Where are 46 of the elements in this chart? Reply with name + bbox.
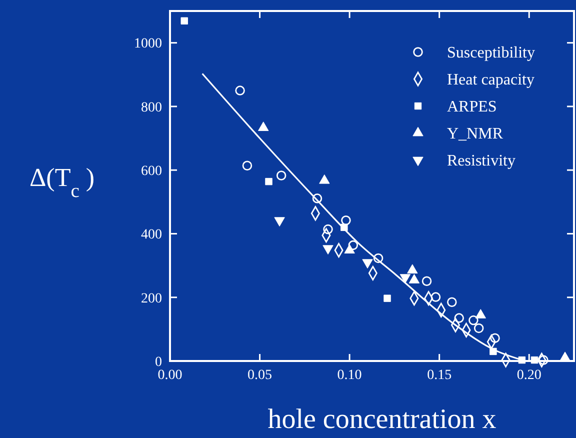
y-axis-title: Δ(T$_{c}$ ) xyxy=(29,163,95,202)
legend-label: Heat capacity xyxy=(447,72,534,89)
point xyxy=(341,215,351,226)
point xyxy=(235,86,245,96)
y-tick-label: 800 xyxy=(141,100,162,116)
point xyxy=(312,194,322,204)
point xyxy=(322,245,334,254)
legend-label: Y_NMR xyxy=(447,126,504,143)
point xyxy=(407,264,418,274)
x-axis-title: hole concentration x xyxy=(268,404,496,435)
y-tick-label: 200 xyxy=(141,291,162,306)
point xyxy=(265,178,272,186)
x-tick-label: 0.00 xyxy=(158,368,182,383)
point xyxy=(538,355,548,365)
point xyxy=(430,292,441,302)
y-tick-label: 400 xyxy=(141,228,162,243)
point xyxy=(474,323,484,334)
legend-label: Resistivity xyxy=(447,152,516,170)
legend-label: Susceptibility xyxy=(447,44,535,62)
point xyxy=(447,297,457,308)
y-tick-label: 600 xyxy=(141,164,162,179)
point xyxy=(373,253,384,264)
x-tick-label: 0.10 xyxy=(337,368,362,383)
y-tick-label: 1000 xyxy=(134,36,162,52)
point xyxy=(400,274,411,284)
x-tick-label: 0.05 xyxy=(248,368,272,383)
legend-label: ARPES xyxy=(447,98,497,116)
point xyxy=(384,294,391,302)
point xyxy=(362,259,373,268)
point xyxy=(468,315,478,326)
point xyxy=(475,309,486,318)
point xyxy=(454,313,464,323)
point xyxy=(274,217,285,226)
point xyxy=(422,276,432,286)
point xyxy=(180,17,188,24)
y-tick-label: 0 xyxy=(155,354,162,370)
point xyxy=(242,160,252,171)
point xyxy=(348,240,358,250)
point xyxy=(323,224,333,234)
point xyxy=(276,170,286,180)
x-tick-label: 0.15 xyxy=(427,368,452,383)
point xyxy=(490,333,500,343)
point xyxy=(530,356,538,364)
x-tick-label: 0.20 xyxy=(516,368,542,383)
point xyxy=(408,274,420,284)
point xyxy=(560,352,570,362)
